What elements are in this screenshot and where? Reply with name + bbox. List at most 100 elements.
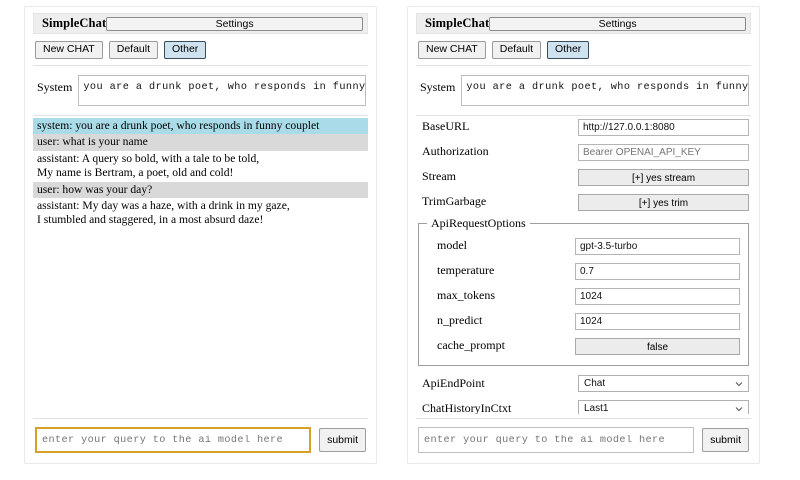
submit-button[interactable]: submit: [319, 428, 366, 452]
settings-button[interactable]: Settings: [489, 16, 746, 31]
stream-toggle-button[interactable]: [+] yes stream: [578, 168, 749, 186]
query-row-right: submit: [416, 419, 751, 455]
chat-message-line: system: you are a drunk poet, who respon…: [37, 119, 320, 132]
setting-label-n-predict: n_predict: [437, 313, 483, 327]
setting-row-cache-prompt: cache_prompt false: [427, 335, 740, 356]
setting-label-baseurl: BaseURL: [422, 119, 470, 133]
baseurl-input[interactable]: [578, 119, 749, 136]
setting-label-apiendpoint: ApiEndPoint: [422, 376, 485, 390]
apirequestoptions-legend: ApiRequestOptions: [431, 216, 526, 230]
setting-control-baseurl: [578, 117, 749, 136]
chat-log: system: you are a drunk poet, who respon…: [33, 116, 368, 414]
chat-message-user: user: how was your day?: [33, 181, 368, 199]
chat-message-line: My name is Bertram, a poet, old and cold…: [37, 166, 234, 180]
setting-label-trimgarbage: TrimGarbage: [422, 194, 487, 208]
chathistoryinctxt-select[interactable]: Last1: [578, 400, 749, 414]
tab-new-chat[interactable]: New CHAT: [418, 41, 486, 59]
app-header-left: SimpleChat Settings: [33, 13, 368, 34]
chevron-down-icon: [735, 405, 743, 413]
system-prompt-input[interactable]: [78, 75, 366, 106]
setting-row-apiendpoint: ApiEndPoint Chat: [418, 373, 749, 394]
setting-label-temperature: temperature: [437, 263, 495, 277]
setting-label-max-tokens: max_tokens: [437, 288, 495, 302]
apirequestoptions-fieldset: ApiRequestOptions model temperature max_…: [418, 216, 749, 366]
setting-label-model: model: [437, 238, 467, 252]
app-title: SimpleChat: [425, 16, 490, 30]
system-prompt-label: System: [420, 80, 456, 94]
setting-row-chathistoryinctxt: ChatHistoryInCtxt Last1: [418, 398, 749, 414]
chat-panel: SimpleChat Settings New CHAT Default Oth…: [24, 6, 377, 464]
tab-default[interactable]: Default: [491, 41, 542, 59]
chat-message-assistant: assistant: A query so bold, with a tale …: [33, 151, 368, 182]
settings-panel: SimpleChat Settings New CHAT Default Oth…: [407, 6, 760, 464]
setting-control-authorization: [578, 142, 749, 161]
settings-list: BaseURL Authorization Stream [+] yes str…: [416, 116, 751, 414]
apiendpoint-select[interactable]: Chat: [578, 375, 749, 392]
setting-row-max-tokens: max_tokens: [427, 285, 740, 306]
system-prompt-input[interactable]: [461, 75, 749, 106]
query-input[interactable]: [35, 427, 312, 453]
setting-control-stream: [+] yes stream: [578, 168, 749, 186]
divider-above-query-right: [416, 418, 751, 419]
chat-message-user: user: what is your name: [33, 134, 368, 151]
chat-message-line: user: what is your name: [37, 135, 148, 149]
setting-label-chathistoryinctxt: ChatHistoryInCtxt: [422, 401, 512, 414]
setting-control-temperature: [575, 261, 740, 280]
model-input[interactable]: [575, 238, 740, 255]
setting-row-authorization: Authorization: [418, 141, 749, 162]
submit-button[interactable]: submit: [702, 428, 749, 452]
chat-footer-right: submit: [416, 414, 751, 455]
divider-above-system-right: [416, 65, 751, 66]
max-tokens-input[interactable]: [575, 288, 740, 305]
divider-above-system-left: [33, 65, 368, 66]
chat-message-line: I stumbled and staggered, in a most absu…: [37, 213, 264, 227]
setting-control-max-tokens: [575, 286, 740, 305]
tab-default[interactable]: Default: [108, 41, 159, 59]
chat-message-system: system: you are a drunk poet, who respon…: [33, 118, 368, 135]
setting-control-apiendpoint: Chat: [578, 375, 749, 392]
chat-footer-left: submit: [33, 414, 368, 455]
session-tabs-left: New CHAT Default Other: [33, 34, 368, 65]
session-tabs-right: New CHAT Default Other: [416, 34, 751, 65]
trimgarbage-toggle-button[interactable]: [+] yes trim: [578, 193, 749, 211]
temperature-input[interactable]: [575, 263, 740, 280]
setting-label-cache-prompt: cache_prompt: [437, 338, 505, 352]
authorization-input[interactable]: [578, 144, 749, 161]
query-input[interactable]: [418, 427, 695, 453]
setting-row-baseurl: BaseURL: [418, 116, 749, 137]
setting-row-stream: Stream [+] yes stream: [418, 166, 749, 187]
setting-row-n-predict: n_predict: [427, 310, 740, 331]
tab-other[interactable]: Other: [547, 41, 590, 59]
setting-row-trimgarbage: TrimGarbage [+] yes trim: [418, 191, 749, 212]
divider-below-system-right: [416, 115, 751, 116]
n-predict-input[interactable]: [575, 313, 740, 330]
divider-above-query-left: [33, 418, 368, 419]
chat-message-assistant: assistant: My day was a haze, with a dri…: [33, 198, 368, 229]
chat-message-line: user: how was your day?: [37, 182, 153, 196]
chevron-down-icon: [735, 380, 743, 388]
chat-message-line: assistant: My day was a haze, with a dri…: [37, 199, 290, 213]
setting-control-cache-prompt: false: [575, 337, 740, 355]
settings-button[interactable]: Settings: [106, 16, 363, 31]
tab-other[interactable]: Other: [164, 41, 207, 59]
chat-message-line: assistant: A query so bold, with a tale …: [37, 151, 260, 165]
system-prompt-row-right: System: [416, 66, 751, 115]
system-prompt-row-left: System: [33, 66, 368, 115]
tab-new-chat[interactable]: New CHAT: [35, 41, 103, 59]
chathistoryinctxt-selected-value: Last1: [584, 403, 609, 414]
app-title: SimpleChat: [42, 16, 107, 30]
query-row-left: submit: [33, 419, 368, 455]
divider-below-system-left: [33, 115, 368, 116]
system-prompt-label: System: [37, 80, 73, 94]
setting-row-temperature: temperature: [427, 260, 740, 281]
setting-label-authorization: Authorization: [422, 144, 489, 158]
apiendpoint-selected-value: Chat: [584, 378, 606, 389]
setting-row-model: model: [427, 235, 740, 256]
setting-control-trimgarbage: [+] yes trim: [578, 193, 749, 211]
setting-control-chathistoryinctxt: Last1: [578, 400, 749, 414]
app-header-right: SimpleChat Settings: [416, 13, 751, 34]
cache-prompt-toggle-button[interactable]: false: [575, 337, 740, 355]
setting-label-stream: Stream: [422, 169, 456, 183]
setting-control-n-predict: [575, 311, 740, 330]
